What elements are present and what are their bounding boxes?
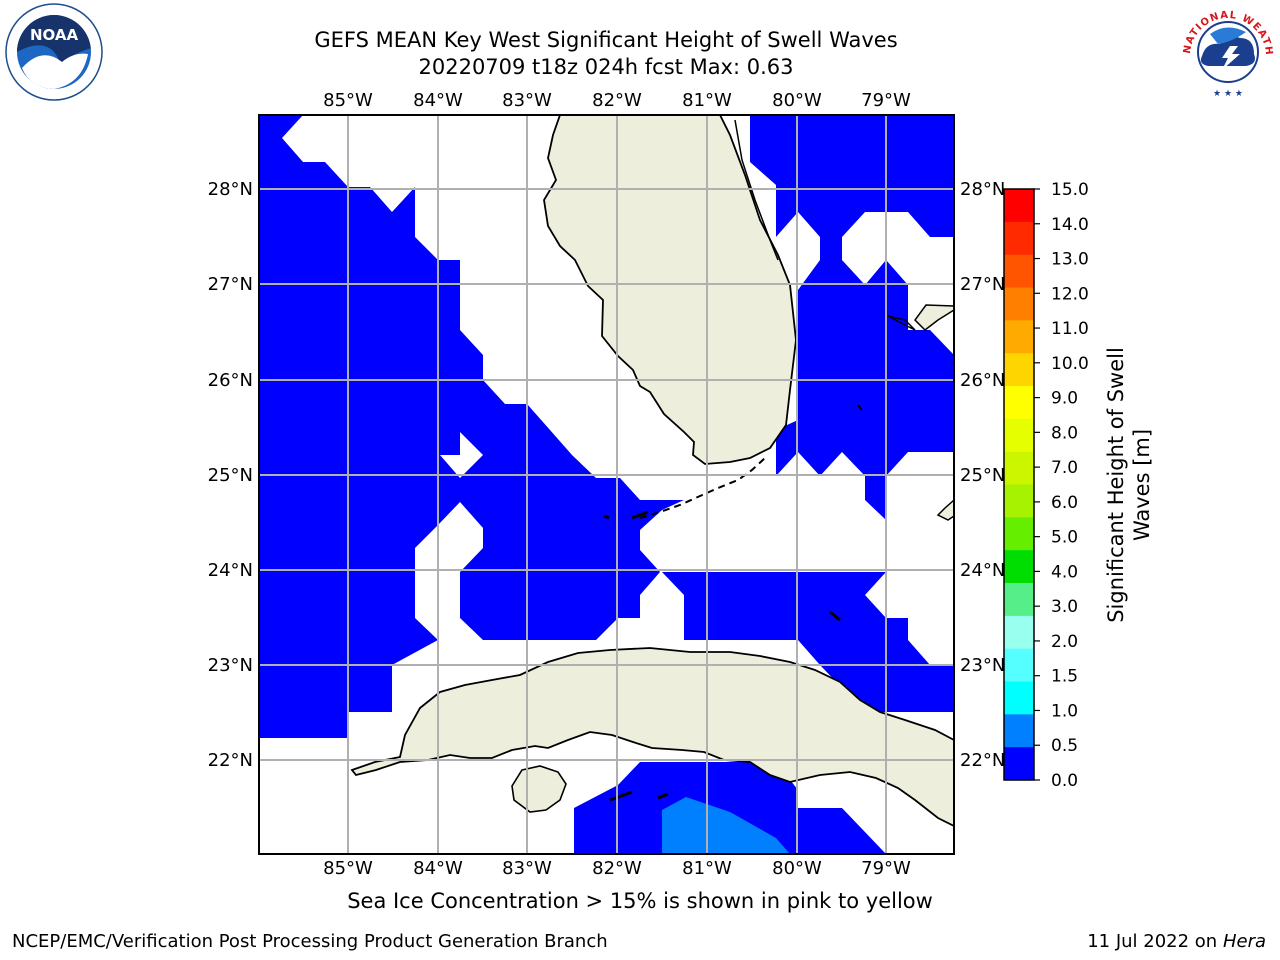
lat-label-right: 25°N bbox=[960, 465, 1005, 486]
swell-field bbox=[259, 115, 954, 854]
colorbar-tick-label: 1.0 bbox=[1051, 701, 1078, 721]
colorbar-segment bbox=[1004, 287, 1034, 321]
lon-label-bottom: 80°W bbox=[772, 858, 822, 879]
colorbar-tick-label: 4.0 bbox=[1051, 562, 1078, 582]
sea-ice-note: Sea Ice Concentration > 15% is shown in … bbox=[347, 889, 933, 913]
lon-label-bottom: 84°W bbox=[413, 858, 463, 879]
lat-label-right: 22°N bbox=[960, 750, 1005, 771]
colorbar-segment bbox=[1004, 648, 1034, 682]
lat-label-left: 26°N bbox=[208, 370, 253, 391]
colorbar-tick-label: 3.0 bbox=[1051, 597, 1078, 617]
swell-field-mid bbox=[662, 797, 790, 854]
colorbar: 15.0 14.0 13.0 12.0 11.0 10.0 9.0 8.0 7.0 6.0 5.0 4… bbox=[1003, 180, 1089, 791]
colorbar-tick-label: 6.0 bbox=[1051, 493, 1078, 513]
lon-label-top: 84°W bbox=[413, 90, 463, 111]
lon-label-bottom: 85°W bbox=[323, 858, 373, 879]
lat-label-left: 25°N bbox=[208, 465, 253, 486]
colorbar-segment bbox=[1004, 747, 1034, 781]
colorbar-segment bbox=[1004, 517, 1034, 551]
lon-label-top: 79°W bbox=[861, 90, 911, 111]
florida-land bbox=[543, 115, 797, 465]
svg-text:★ ★ ★: ★ ★ ★ bbox=[1213, 89, 1243, 99]
colorbar-segment bbox=[1004, 451, 1034, 485]
colorbar-segment bbox=[1004, 615, 1034, 650]
lat-label-right: 24°N bbox=[960, 560, 1005, 581]
colorbar-segment bbox=[1004, 714, 1034, 748]
lon-label-bottom: 81°W bbox=[682, 858, 732, 879]
noaa-logo-text: NOAA bbox=[30, 26, 79, 44]
lat-label-right: 27°N bbox=[960, 274, 1005, 295]
footer-host: Hera bbox=[1222, 931, 1266, 952]
lat-label-right: 23°N bbox=[960, 655, 1005, 676]
lon-label-top: 83°W bbox=[502, 90, 552, 111]
lon-label-bottom: 82°W bbox=[592, 858, 642, 879]
map-frame bbox=[258, 114, 955, 855]
lat-label-left: 27°N bbox=[208, 274, 253, 295]
colorbar-segment bbox=[1004, 254, 1034, 288]
lon-label-top: 85°W bbox=[323, 90, 373, 111]
lon-label-bottom: 79°W bbox=[861, 858, 911, 879]
colorbar-segment bbox=[1004, 353, 1034, 387]
lat-label-left: 24°N bbox=[208, 560, 253, 581]
lat-label-right: 28°N bbox=[960, 179, 1005, 200]
colorbar-segment bbox=[1004, 418, 1034, 453]
colorbar-segment bbox=[1004, 681, 1034, 715]
lon-label-top: 82°W bbox=[592, 90, 642, 111]
lat-label-left: 22°N bbox=[208, 750, 253, 771]
lon-label-top: 81°W bbox=[682, 90, 732, 111]
colorbar-tick-label: 14.0 bbox=[1051, 215, 1089, 235]
colorbar-tick-label: 15.0 bbox=[1051, 180, 1089, 200]
noaa-logo: NOAA bbox=[5, 3, 103, 101]
graticule bbox=[259, 115, 954, 854]
colorbar-tick-label: 0.0 bbox=[1051, 771, 1078, 791]
colorbar-tick-label: 2.0 bbox=[1051, 632, 1078, 652]
lat-label-right: 26°N bbox=[960, 370, 1005, 391]
colorbar-tick-label: 1.5 bbox=[1051, 667, 1078, 687]
colorbar-tick-label: 11.0 bbox=[1051, 319, 1089, 339]
colorbar-tick-label: 13.0 bbox=[1051, 250, 1089, 270]
colorbar-segment bbox=[1004, 484, 1034, 518]
colorbar-tick-label: 7.0 bbox=[1051, 458, 1078, 478]
map-subtitle: 20220709 t18z 024h fcst Max: 0.63 bbox=[418, 55, 794, 79]
map-title: GEFS MEAN Key West Significant Height of… bbox=[314, 28, 898, 52]
colorbar-label: Significant Height of SwellWaves [m] bbox=[1104, 347, 1154, 623]
lon-label-top: 80°W bbox=[772, 90, 822, 111]
colorbar-segment bbox=[1004, 583, 1034, 617]
nws-logo: NATIONAL WEATHER SERVICE ★ ★ ★ bbox=[1176, 2, 1274, 99]
colorbar-segment bbox=[1004, 189, 1034, 223]
colorbar-segment bbox=[1004, 320, 1034, 354]
colorbar-segment bbox=[1004, 386, 1034, 420]
colorbar-tick-label: 8.0 bbox=[1051, 423, 1078, 443]
colorbar-tick-label: 5.0 bbox=[1051, 528, 1078, 548]
lat-label-left: 23°N bbox=[208, 655, 253, 676]
colorbar-segment bbox=[1004, 550, 1034, 584]
lat-label-left: 28°N bbox=[208, 179, 253, 200]
colorbar-tick-label: 9.0 bbox=[1051, 389, 1078, 409]
footer-date-text: 11 Jul 2022 on bbox=[1087, 931, 1223, 952]
colorbar-tick-label: 12.0 bbox=[1051, 284, 1089, 304]
colorbar-segment bbox=[1004, 221, 1034, 256]
colorbar-tick-label: 0.5 bbox=[1051, 736, 1078, 756]
footer-credit: NCEP/EMC/Verification Post Processing Pr… bbox=[12, 931, 608, 952]
colorbar-tick-label: 10.0 bbox=[1051, 354, 1089, 374]
lon-label-bottom: 83°W bbox=[502, 858, 552, 879]
footer-date: 11 Jul 2022 on Hera bbox=[1087, 931, 1266, 952]
